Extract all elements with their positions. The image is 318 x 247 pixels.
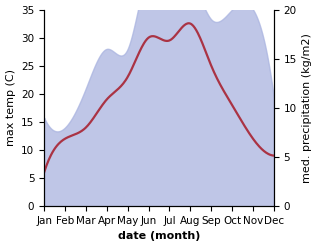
X-axis label: date (month): date (month) — [118, 231, 200, 242]
Y-axis label: med. precipitation (kg/m2): med. precipitation (kg/m2) — [302, 33, 313, 183]
Y-axis label: max temp (C): max temp (C) — [5, 69, 16, 146]
